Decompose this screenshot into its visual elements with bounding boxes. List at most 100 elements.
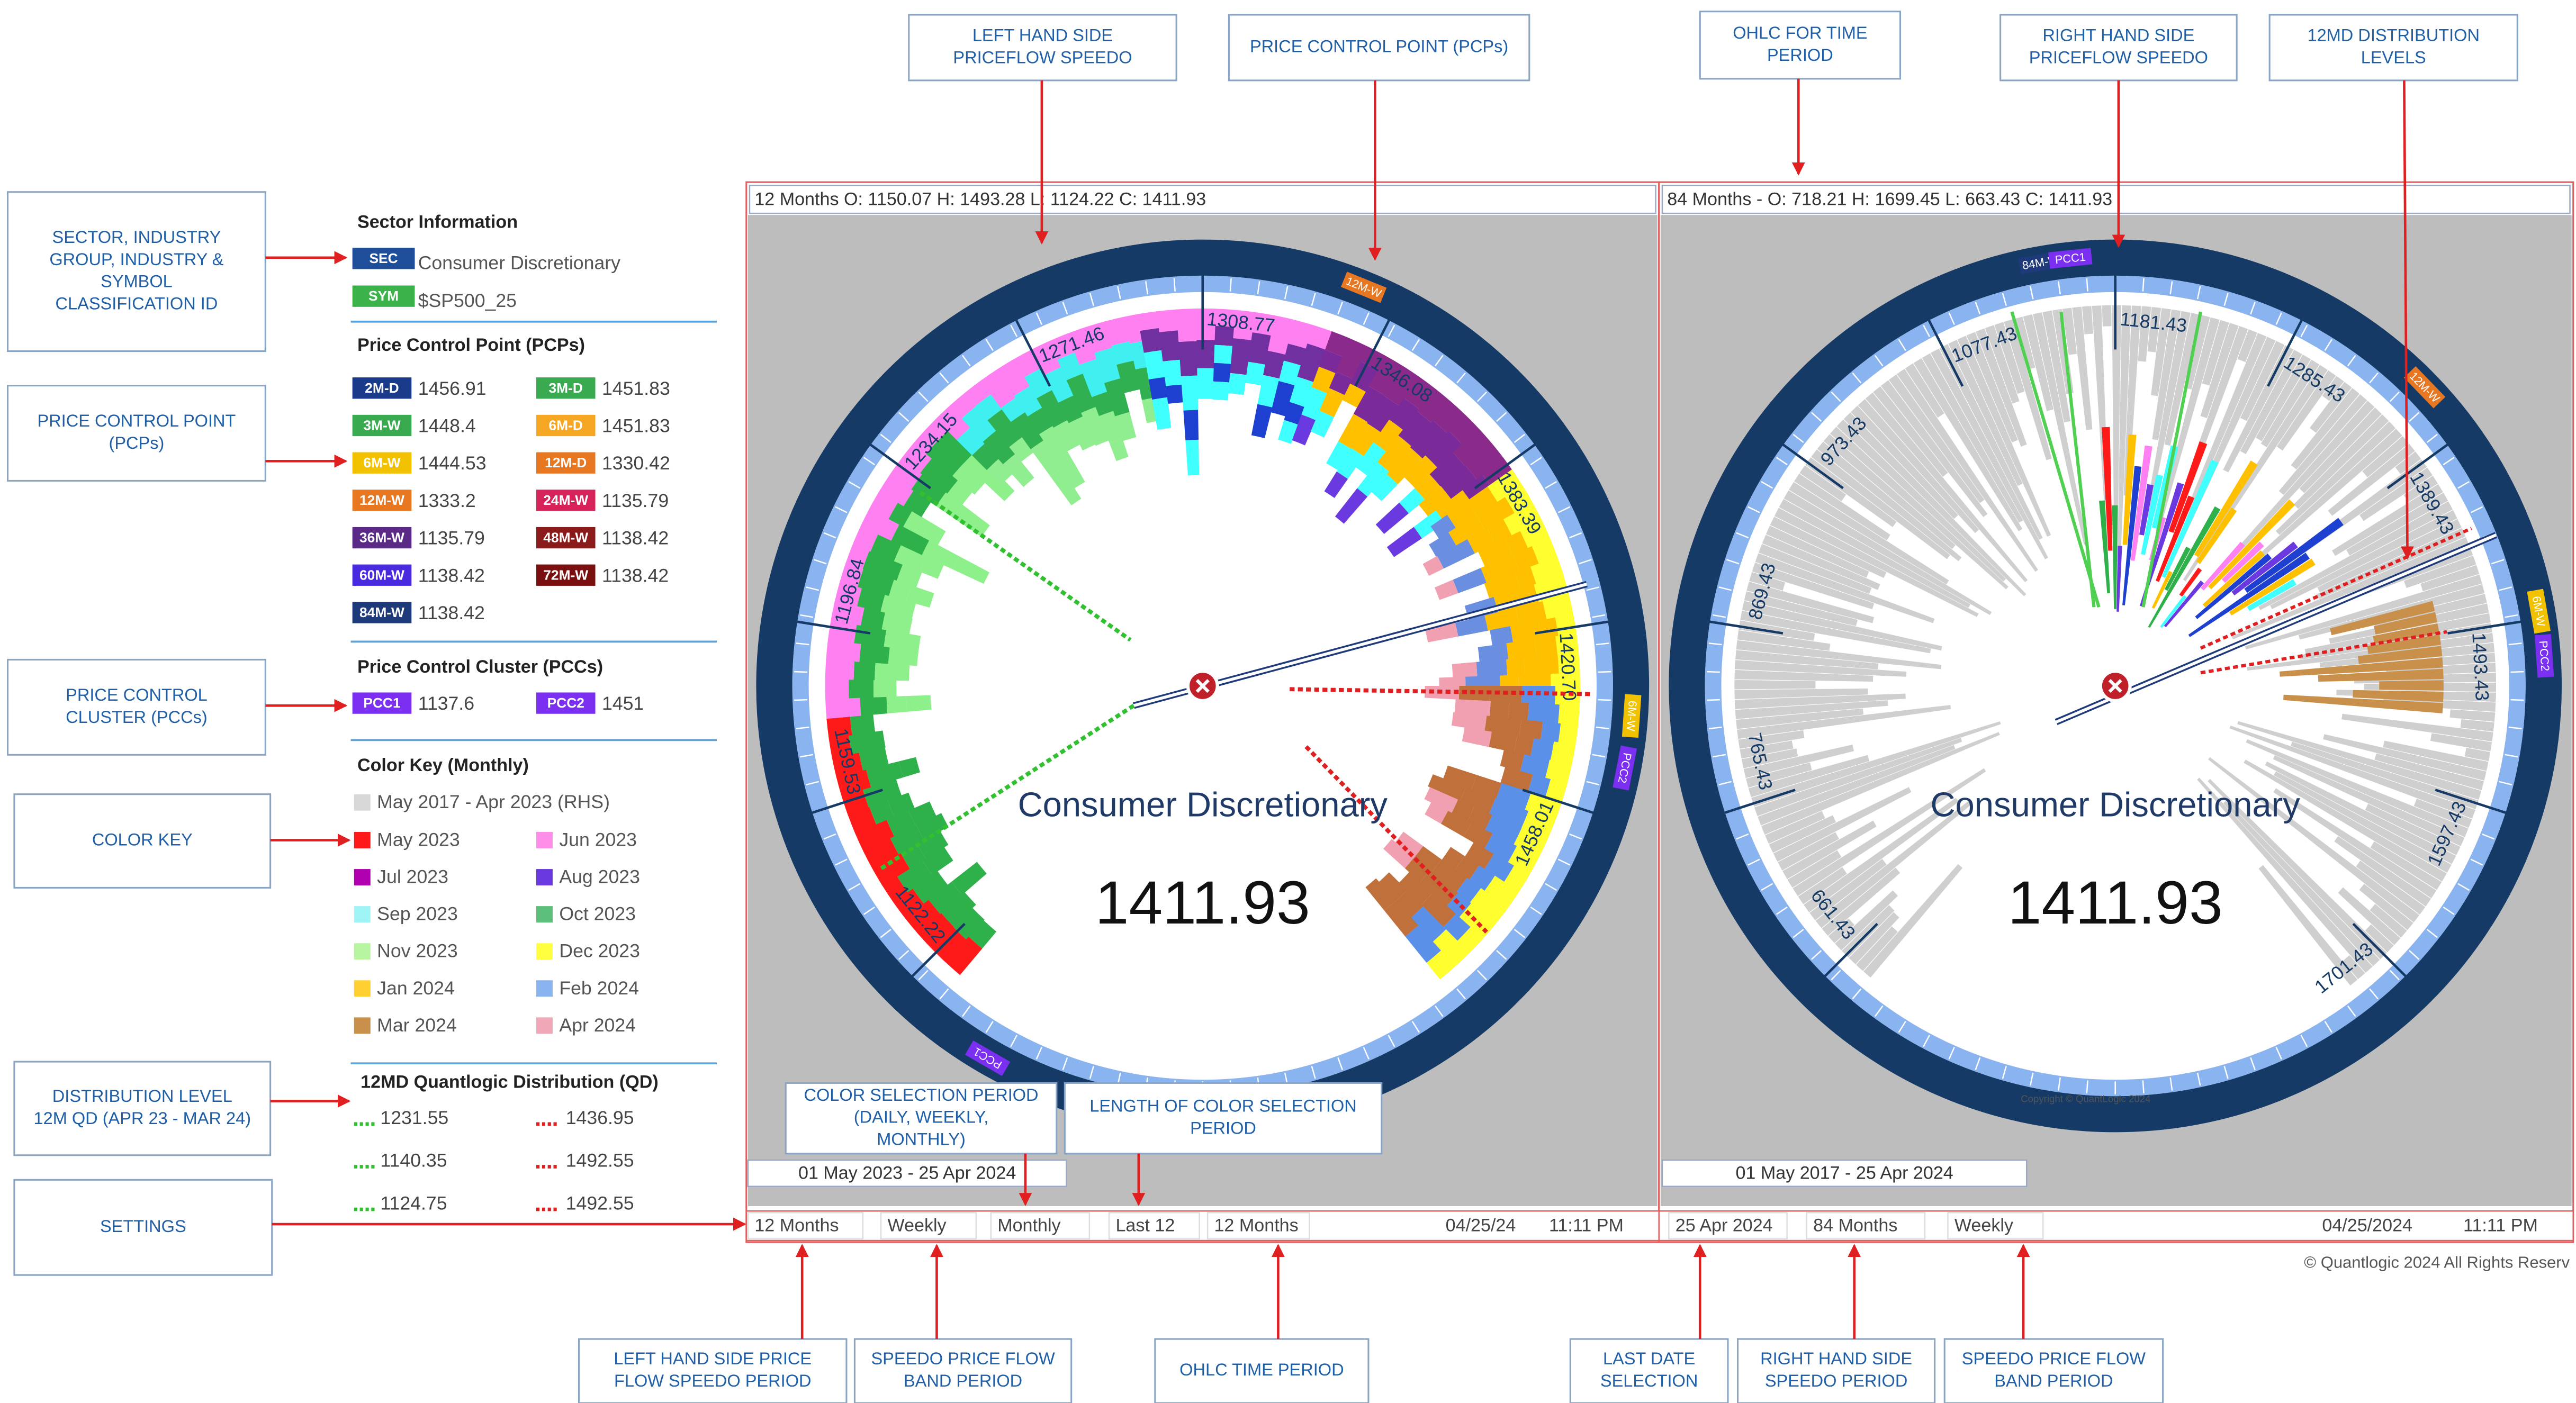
flow-band bbox=[831, 601, 864, 626]
flow-band bbox=[2237, 721, 2482, 800]
flow-band bbox=[1116, 360, 1140, 393]
flow-band bbox=[1443, 765, 1477, 790]
dial-minor-tick bbox=[1496, 412, 1507, 422]
flow-band bbox=[1765, 811, 1825, 844]
flow-band bbox=[2122, 466, 2142, 605]
dial-minor-tick bbox=[2389, 970, 2400, 981]
flow-band bbox=[1263, 350, 1286, 379]
flow-band bbox=[1540, 721, 1561, 743]
flow-band bbox=[2118, 305, 2131, 546]
flow-band bbox=[1460, 786, 1496, 814]
flow-band bbox=[2318, 668, 2444, 682]
flow-band bbox=[1411, 906, 1446, 942]
qd-value: 1492.55 bbox=[566, 1150, 634, 1171]
flow-band bbox=[1480, 554, 1520, 583]
setting-item[interactable] bbox=[1806, 1212, 1926, 1240]
flow-band bbox=[845, 544, 870, 569]
flow-band bbox=[2258, 865, 2358, 986]
flow-band bbox=[1761, 732, 2000, 835]
flow-band bbox=[2330, 601, 2435, 636]
setting-item[interactable] bbox=[1668, 1212, 1788, 1240]
flow-band bbox=[1326, 441, 1352, 470]
rim-tag-box bbox=[965, 1040, 1011, 1076]
dial-major-tick bbox=[1781, 442, 1844, 490]
flow-band bbox=[1550, 741, 1576, 765]
dial-minor-tick bbox=[1089, 293, 1094, 306]
flow-band bbox=[1766, 526, 1869, 578]
flow-band bbox=[1500, 767, 1533, 792]
setting-item[interactable] bbox=[747, 1212, 864, 1240]
color-key-label: Aug 2023 bbox=[559, 866, 640, 888]
flow-band bbox=[1828, 918, 1854, 944]
flow-band bbox=[1815, 800, 1972, 928]
callout-box bbox=[1737, 1338, 1936, 1403]
flow-band bbox=[1430, 514, 1456, 539]
flow-band bbox=[1515, 566, 1536, 590]
flow-band bbox=[1399, 872, 1433, 905]
setting-text: 25 Apr 2024 bbox=[1676, 1216, 1773, 1236]
flow-band bbox=[1278, 360, 1301, 386]
dial-minor-tick bbox=[1010, 1035, 1018, 1047]
flow-band bbox=[2141, 474, 2163, 555]
flow-band bbox=[1799, 465, 1847, 502]
flow-band bbox=[2099, 500, 2110, 594]
flow-band bbox=[2362, 436, 2409, 477]
flow-band bbox=[1506, 658, 1525, 676]
flow-band bbox=[1031, 341, 1061, 375]
flow-band bbox=[1399, 488, 1425, 514]
badge bbox=[352, 452, 412, 474]
callout-text: PRICE CONTROL POINT bbox=[37, 411, 236, 430]
callout-text: SPEEDO PRICE FLOW bbox=[1962, 1349, 2146, 1368]
setting-item[interactable] bbox=[1206, 1212, 1310, 1240]
flow-band bbox=[2155, 317, 2220, 532]
dial-minor-tick bbox=[2169, 281, 2173, 295]
setting-item[interactable] bbox=[990, 1212, 1091, 1240]
callout-box bbox=[2268, 14, 2518, 82]
flow-band bbox=[859, 747, 889, 771]
dial-minor-tick bbox=[939, 988, 949, 1000]
dial-major-tick bbox=[2352, 922, 2408, 978]
flow-band bbox=[2223, 345, 2294, 473]
flow-band bbox=[1342, 383, 1366, 408]
setting-item[interactable] bbox=[1108, 1212, 1200, 1240]
flow-band bbox=[1384, 366, 1420, 406]
flow-band bbox=[859, 644, 890, 664]
pcp-value: 1330.42 bbox=[602, 452, 670, 474]
flow-band bbox=[2359, 467, 2433, 521]
flow-band bbox=[1425, 802, 1448, 824]
flow-band bbox=[1508, 846, 1539, 875]
flow-band bbox=[2013, 316, 2035, 370]
flow-band bbox=[1163, 359, 1182, 386]
color-swatch bbox=[354, 794, 371, 811]
callout-box bbox=[1154, 1338, 1370, 1403]
flow-band bbox=[2291, 741, 2479, 810]
flow-band bbox=[1496, 783, 1531, 810]
color-swatch bbox=[354, 980, 371, 997]
flow-band bbox=[2161, 459, 2219, 578]
badge-label: SEC bbox=[369, 250, 398, 266]
flow-band bbox=[1752, 563, 1875, 610]
callout-box bbox=[1999, 14, 2238, 82]
flow-band bbox=[2270, 510, 2457, 610]
dial-minor-tick bbox=[796, 726, 809, 729]
flow-band bbox=[1384, 900, 1419, 937]
setting-item[interactable] bbox=[880, 1212, 977, 1240]
flow-band bbox=[1375, 502, 1409, 535]
callout-text: LENGTH OF COLOR SELECTION bbox=[1089, 1097, 1357, 1116]
flow-band bbox=[2231, 541, 2298, 596]
flow-band bbox=[884, 630, 921, 651]
dial-minor-tick bbox=[1337, 1057, 1343, 1070]
badge-label: 24M-W bbox=[543, 492, 588, 508]
setting-item[interactable] bbox=[1947, 1212, 2044, 1240]
dial-major-tick bbox=[2267, 318, 2304, 387]
rim-tag-box bbox=[2403, 366, 2446, 409]
dial-minor-tick bbox=[1948, 312, 1955, 325]
flow-band bbox=[2196, 507, 2237, 564]
flow-band bbox=[1365, 878, 1396, 911]
flow-band bbox=[1104, 378, 1130, 417]
dial-minor-tick bbox=[2369, 988, 2379, 1000]
flow-band bbox=[1521, 686, 1556, 705]
flow-band bbox=[1743, 745, 1854, 779]
flow-band bbox=[903, 490, 931, 517]
flow-band bbox=[900, 844, 926, 869]
